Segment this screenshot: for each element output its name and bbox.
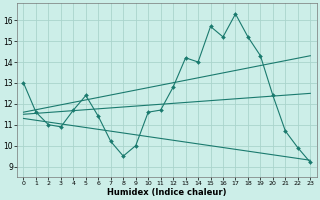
X-axis label: Humidex (Indice chaleur): Humidex (Indice chaleur) — [107, 188, 227, 197]
